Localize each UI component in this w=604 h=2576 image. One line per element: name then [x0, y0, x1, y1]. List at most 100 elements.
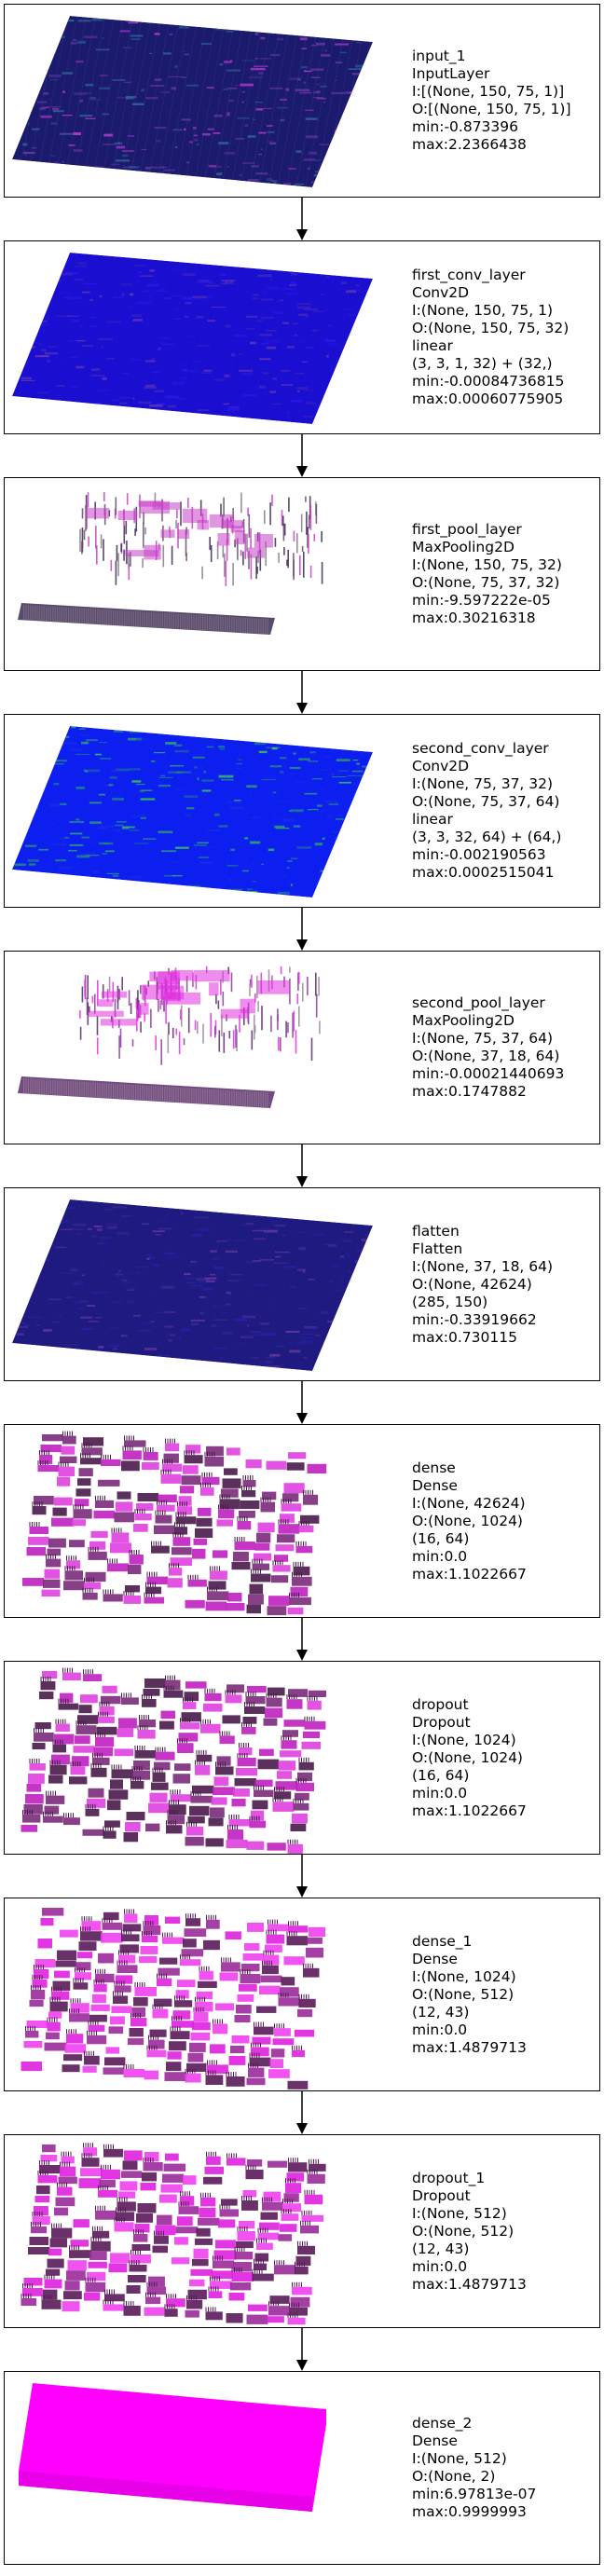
layer-type: Dense	[412, 2432, 458, 2449]
layer-detail: (3, 3, 32, 64) + (64,)	[412, 829, 562, 845]
layer-type: Dense	[412, 1476, 458, 1494]
down-arrow-icon	[295, 198, 309, 241]
layer-detail: O:(None, 512)	[412, 2222, 515, 2240]
layer-detail: max:0.730115	[412, 1328, 517, 1346]
layer-detail: (285, 150)	[412, 1293, 488, 1310]
down-arrow-icon	[295, 1144, 309, 1188]
layer-detail: min:-0.33919662	[412, 1310, 537, 1328]
layer-panel: second_conv_layer Conv2D I:(None, 75, 37, …	[4, 714, 600, 908]
layer-info: dense_1 Dense I:(None, 1024) O:(None, 512)(…	[412, 1898, 598, 2090]
layer-detail: I:(None, 75, 37, 64)	[412, 1030, 554, 1047]
layer-activation-visualization	[5, 1425, 396, 1617]
layer-detail: I:(None, 1024)	[412, 1731, 516, 1748]
layer-detail: (12, 43)	[412, 2003, 470, 2021]
layer-detail: max:2.2366438	[412, 136, 527, 153]
layer-panel: input_1 InputLayer I:[(None, 150, 75, 1)] O…	[4, 4, 600, 198]
layer-detail: O:(None, 1024)	[412, 1512, 523, 1529]
layer-info: first_conv_layer Conv2D I:(None, 150, 75, …	[412, 241, 598, 433]
down-arrow-icon	[295, 908, 309, 952]
layer-detail: max:0.30216318	[412, 610, 536, 626]
layer-name: flatten	[412, 1222, 460, 1240]
layer-detail: I:(None, 75, 37, 32)	[412, 775, 554, 792]
layer-type: Dropout	[412, 1713, 471, 1731]
layer-detail: I:(None, 512)	[412, 2450, 507, 2467]
layer-activation-visualization	[5, 241, 396, 433]
layer-panel: dropout Dropout I:(None, 1024) O:(None, 102…	[4, 1661, 600, 1855]
layer-detail: O:(None, 42624)	[412, 1275, 532, 1293]
down-arrow-icon	[295, 434, 309, 478]
layer-detail: min:-0.873396	[412, 118, 519, 135]
layer-detail: I:(None, 1024)	[412, 1967, 516, 1985]
layer-name: dropout	[412, 1695, 469, 1713]
layer-detail: max:0.9999993	[412, 2503, 527, 2520]
layer-name: second_conv_layer	[412, 740, 549, 757]
layer-panel: dense Dense I:(None, 42624) O:(None, 1024)(…	[4, 1424, 600, 1618]
layer-detail: I:[(None, 150, 75, 1)]	[412, 83, 565, 100]
layer-detail: (16, 64)	[412, 1766, 470, 1784]
layer-detail: max:1.1022667	[412, 1565, 527, 1583]
down-arrow-icon	[295, 1618, 309, 1662]
layer-detail: O:[(None, 150, 75, 1)]	[412, 101, 571, 117]
layer-detail: (16, 64)	[412, 1529, 470, 1547]
layer-detail: O:(None, 37, 18, 64)	[412, 1048, 560, 1064]
layer-detail: min:6.97813e-07	[412, 2486, 537, 2502]
layer-activation-visualization	[5, 2372, 396, 2564]
layer-activation-visualization	[5, 715, 396, 907]
layer-type: MaxPooling2D	[412, 1012, 515, 1029]
layer-info: input_1 InputLayer I:[(None, 150, 75, 1)] O…	[412, 5, 598, 197]
layer-panel: dropout_1 Dropout I:(None, 512) O:(None, 51…	[4, 2134, 600, 2328]
layer-type: Dropout	[412, 2186, 471, 2204]
down-arrow-icon	[295, 671, 309, 715]
down-arrow-icon	[295, 2091, 309, 2135]
layer-name: first_conv_layer	[412, 267, 526, 283]
layer-type: Dense	[412, 1950, 458, 1967]
layer-detail: linear	[412, 811, 453, 828]
layer-detail: max:1.4879713	[412, 2275, 527, 2293]
layer-detail: min:-0.002190563	[412, 846, 546, 863]
layer-activation-visualization	[5, 5, 396, 197]
layer-name: input_1	[412, 48, 466, 64]
layer-detail: min:0.0	[412, 1547, 468, 1565]
layer-name: first_pool_layer	[412, 521, 522, 538]
layer-type: Conv2D	[412, 758, 470, 774]
layer-detail: min:0.0	[412, 1784, 468, 1802]
layer-detail: max:0.0002515041	[412, 864, 555, 881]
layer-info: first_pool_layer MaxPooling2D I:(None, 150…	[412, 478, 598, 670]
layer-type: InputLayer	[412, 65, 490, 82]
layer-name: dropout_1	[412, 2169, 486, 2186]
layer-info: flatten Flatten I:(None, 37, 18, 64) O:(Non…	[412, 1188, 598, 1380]
layer-info: dense Dense I:(None, 42624) O:(None, 1024)(…	[412, 1425, 598, 1617]
down-arrow-icon	[295, 1381, 309, 1425]
layer-name: second_pool_layer	[412, 994, 545, 1011]
layer-detail: I:(None, 150, 75, 32)	[412, 556, 562, 573]
layer-detail: O:(None, 512)	[412, 1985, 515, 2003]
layer-detail: I:(None, 512)	[412, 2204, 507, 2222]
layer-detail: max:1.1022667	[412, 1802, 527, 1819]
layer-detail: O:(None, 2)	[412, 2468, 496, 2485]
layer-detail: max:1.4879713	[412, 2038, 527, 2056]
layer-name: dense_2	[412, 2415, 473, 2432]
layer-detail: O:(None, 75, 37, 32)	[412, 574, 560, 591]
layer-detail: O:(None, 1024)	[412, 1748, 523, 1766]
layer-detail: (12, 43)	[412, 2240, 470, 2257]
layer-name: dense	[412, 1459, 456, 1476]
layer-detail: O:(None, 150, 75, 32)	[412, 320, 570, 336]
layer-panel: second_pool_layer MaxPooling2D I:(None, 75…	[4, 951, 600, 1144]
layer-detail: min:0.0	[412, 2021, 468, 2038]
layer-detail: max:0.1747882	[412, 1083, 527, 1100]
layer-activation-visualization	[5, 1662, 396, 1854]
layer-detail: max:0.00060775905	[412, 391, 564, 407]
layer-detail: O:(None, 75, 37, 64)	[412, 793, 560, 810]
layer-detail: I:(None, 37, 18, 64)	[412, 1257, 554, 1275]
layer-detail: min:-0.00084736815	[412, 373, 565, 390]
layer-activation-visualization	[5, 1898, 396, 2090]
layer-detail: min:-0.00021440693	[412, 1065, 565, 1082]
down-arrow-icon	[295, 1855, 309, 1898]
layer-panel: flatten Flatten I:(None, 37, 18, 64) O:(Non…	[4, 1187, 600, 1381]
layer-type: MaxPooling2D	[412, 539, 515, 555]
layer-activation-visualization	[5, 478, 396, 670]
layer-panel: dense_1 Dense I:(None, 1024) O:(None, 512)(…	[4, 1898, 600, 2091]
layer-type: Flatten	[412, 1240, 463, 1257]
layer-info: dropout Dropout I:(None, 1024) O:(None, 102…	[412, 1662, 598, 1854]
layer-detail: I:(None, 150, 75, 1)	[412, 302, 554, 319]
